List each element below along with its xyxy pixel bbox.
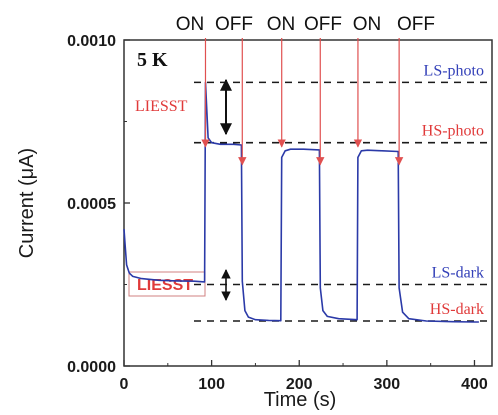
temperature-label: 5 K: [137, 49, 168, 71]
x-axis-title: Time (s): [264, 389, 337, 411]
level-labels: LS-photo HS-photo LS-dark HS-dark: [422, 62, 484, 318]
switch-label-6: OFF: [397, 14, 435, 35]
level-label-3: LS-dark: [432, 265, 484, 282]
y-tick-label-3: 0.0010: [67, 33, 116, 50]
y-axis-title: Current (μA): [16, 148, 38, 258]
switch-label-4: OFF: [304, 14, 342, 35]
reference-lines: [194, 81, 488, 322]
switch-label-2: OFF: [215, 14, 253, 35]
level-label-4: HS-dark: [430, 301, 484, 318]
switch-events: ON OFF ON OFF ON OFF: [176, 14, 435, 166]
switch-label-1: ON: [176, 14, 205, 35]
y-tick-label-1: 0.0000: [67, 359, 116, 376]
x-tick-label-3: 200: [286, 376, 313, 393]
trace-layer: [123, 81, 479, 323]
level-label-2: HS-photo: [422, 123, 484, 140]
switch-label-5: ON: [353, 14, 382, 35]
y-tick-label-2: 0.0005: [67, 196, 116, 213]
x-tick-label-5: 400: [461, 376, 488, 393]
liesst-photo-label: LIESST: [135, 98, 188, 115]
x-tick-label-4: 300: [374, 376, 401, 393]
switch-label-3: ON: [267, 14, 296, 35]
level-label-1: LS-photo: [424, 62, 484, 79]
liesst-dark-box: [128, 271, 206, 297]
axis-ticks: 0 100 200 300 400 0.0000 0.0005 0.0010: [67, 33, 488, 393]
x-tick-label-2: 100: [198, 376, 225, 393]
x-tick-label-1: 0: [120, 376, 129, 393]
current-trace-1: [123, 81, 479, 323]
